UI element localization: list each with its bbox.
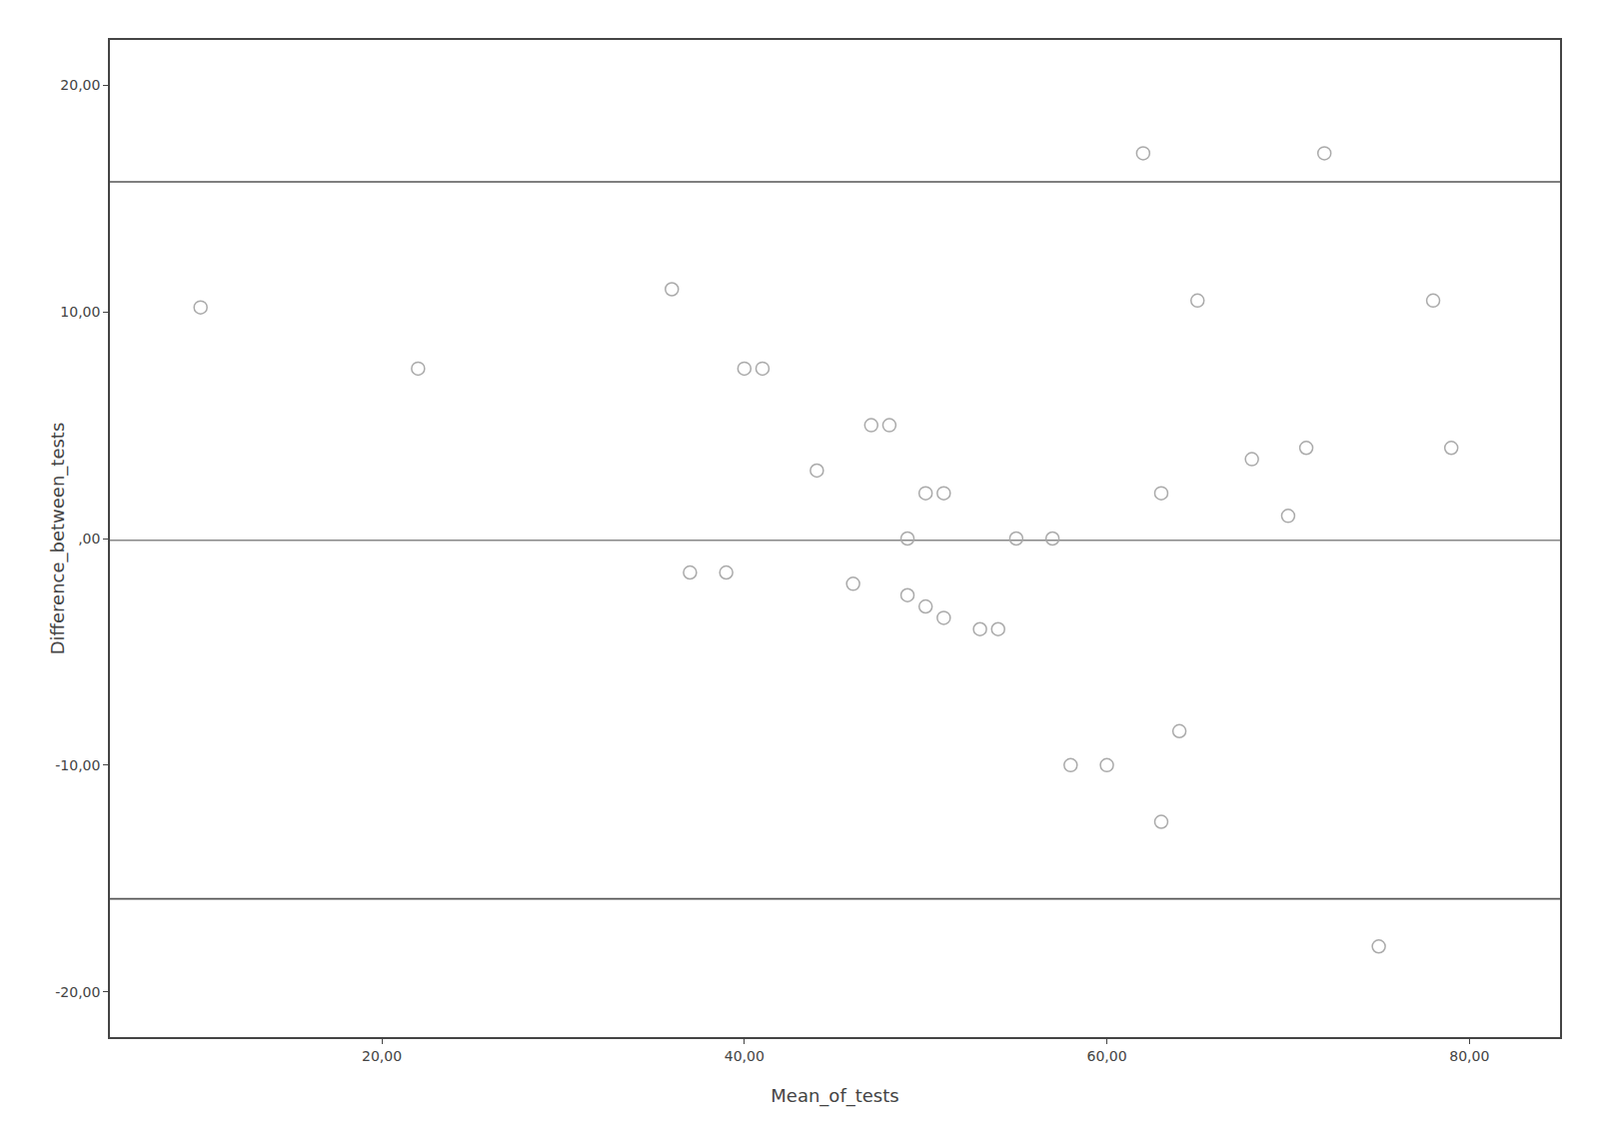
- svg-text:Difference_between_tests: Difference_between_tests: [46, 422, 69, 656]
- svg-text:20,00: 20,00: [59, 76, 100, 93]
- svg-text:-20,00: -20,00: [54, 984, 100, 1001]
- svg-text:10,00: 10,00: [59, 303, 100, 320]
- svg-text:60,00: 60,00: [1087, 1048, 1128, 1065]
- svg-text:-10,00: -10,00: [54, 757, 100, 774]
- svg-text:20,00: 20,00: [361, 1048, 402, 1065]
- svg-text:80,00: 80,00: [1449, 1048, 1490, 1065]
- svg-text:,00: ,00: [77, 530, 100, 547]
- svg-text:Mean_of_tests: Mean_of_tests: [770, 1085, 899, 1108]
- svg-text:40,00: 40,00: [724, 1048, 765, 1065]
